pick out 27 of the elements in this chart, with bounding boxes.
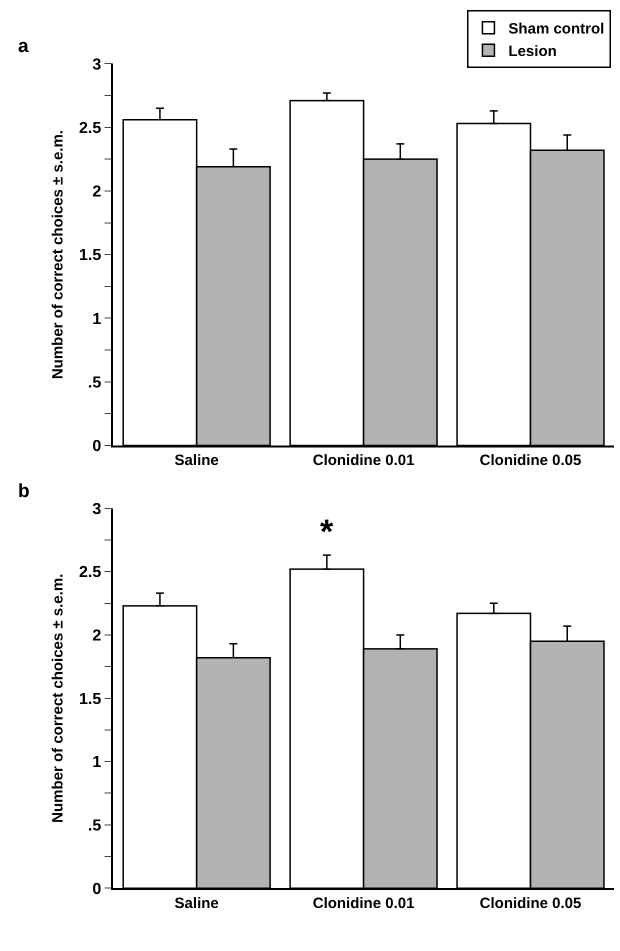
y-tick-label: 2 (92, 184, 102, 201)
legend-label: Lesion (508, 43, 557, 60)
x-tick-label: Clonidine 0.05 (480, 452, 582, 470)
y-tick-label: 1.5 (78, 247, 102, 264)
chart-title: b (18, 481, 30, 502)
y-tick-label: .5 (88, 817, 102, 834)
x-tick-label: Saline (174, 894, 219, 912)
y-tick-label: 3 (92, 500, 102, 518)
y-tick-label: 1 (92, 754, 102, 772)
y-tick-label: 1.5 (78, 690, 102, 708)
y-tick-label: 0 (92, 438, 102, 456)
y-tick-label: 2 (92, 628, 102, 645)
x-tick-label: Clonidine 0.05 (480, 894, 582, 912)
x-tick-label: Clonidine 0.01 (312, 452, 414, 470)
legend-label: Sham control (508, 20, 604, 38)
y-tick-label: 1 (92, 310, 102, 328)
y-tick-label: 2.5 (78, 564, 102, 582)
y-tick-label: 3 (92, 56, 102, 74)
chart-title: a (18, 36, 29, 57)
y-axis-title: Number of correct choices ± s.e.m. (50, 574, 67, 823)
x-tick-label: Saline (174, 452, 219, 470)
y-tick-label: 0 (92, 880, 102, 898)
annotation: * (320, 513, 334, 551)
y-axis-title: Number of correct choices ± s.e.m. (50, 130, 67, 380)
y-tick-label: .5 (88, 374, 102, 392)
x-tick-label: Clonidine 0.01 (312, 894, 414, 912)
y-tick-label: 2.5 (78, 120, 102, 137)
